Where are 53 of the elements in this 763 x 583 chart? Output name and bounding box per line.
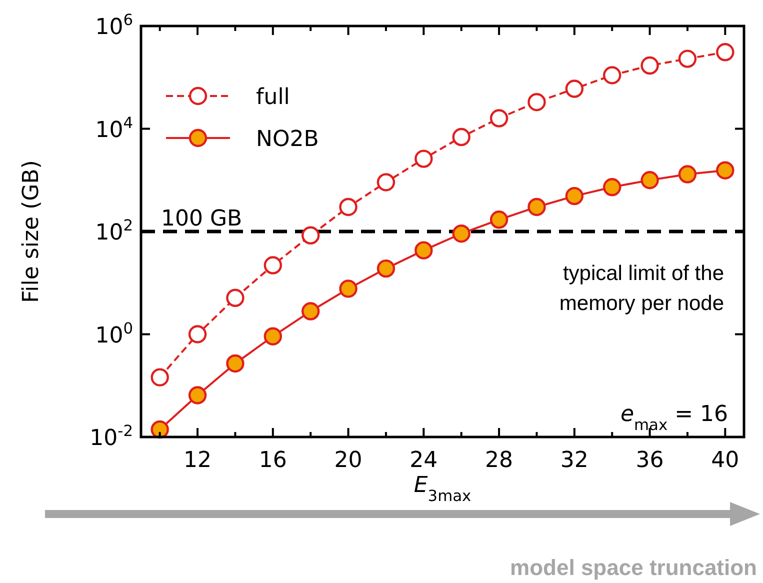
y-tick-label: 10$^{2}$: [95, 216, 133, 246]
point: [376, 173, 396, 192]
point: [414, 150, 433, 168]
point: [565, 186, 584, 206]
point: [640, 56, 659, 75]
point: [602, 178, 622, 196]
x-tick-label: 24: [410, 448, 438, 473]
point: [678, 165, 697, 184]
point: [716, 161, 734, 180]
point: [226, 288, 244, 307]
annotation: e$_{max}$ = 16: [620, 402, 728, 434]
point: [264, 256, 282, 274]
point: [716, 43, 734, 62]
point: [528, 198, 546, 216]
point: [301, 226, 320, 244]
y-tick-label: 10$^{4}$: [95, 114, 133, 143]
point: [339, 198, 358, 216]
x-tick-label: 36: [636, 448, 664, 473]
point: [565, 80, 584, 98]
x-tick-label: 32: [560, 448, 588, 473]
point: [452, 224, 470, 243]
point: [602, 66, 622, 84]
point: [301, 302, 320, 320]
y-tick-label: 10$^{6}$: [95, 11, 133, 40]
point: [150, 420, 169, 439]
annotation: typical limit of the memory per node: [559, 262, 724, 315]
point: [452, 128, 470, 146]
x-tick-label: 12: [184, 448, 212, 473]
point: [264, 327, 282, 346]
point: [150, 368, 169, 386]
legend-label: NO2B: [256, 127, 319, 152]
point: [490, 210, 508, 229]
y-tick-label: 10$^{-2}$: [90, 422, 133, 451]
x-tick-label: 40: [711, 448, 740, 473]
ref-line-label: 100 GB: [161, 206, 242, 232]
point: [188, 386, 207, 404]
x-tick-label: 20: [334, 448, 362, 473]
point: [414, 241, 433, 260]
y-tick-label: 10$^{0}$: [95, 319, 133, 348]
point: [376, 259, 396, 278]
point: [188, 325, 207, 344]
text: model space truncation: [510, 555, 757, 580]
x-tick-label: 16: [258, 448, 287, 473]
point: [339, 280, 358, 298]
x-axis-title: E$_{3max}$: [414, 473, 472, 505]
point: [678, 50, 697, 68]
y-axis-title: File size (GB): [19, 160, 44, 303]
x-tick-label: 28: [485, 448, 514, 473]
point: [226, 354, 244, 373]
legend-label: full: [256, 85, 290, 110]
point: [490, 109, 508, 128]
point: [528, 93, 546, 112]
point: [640, 171, 659, 190]
